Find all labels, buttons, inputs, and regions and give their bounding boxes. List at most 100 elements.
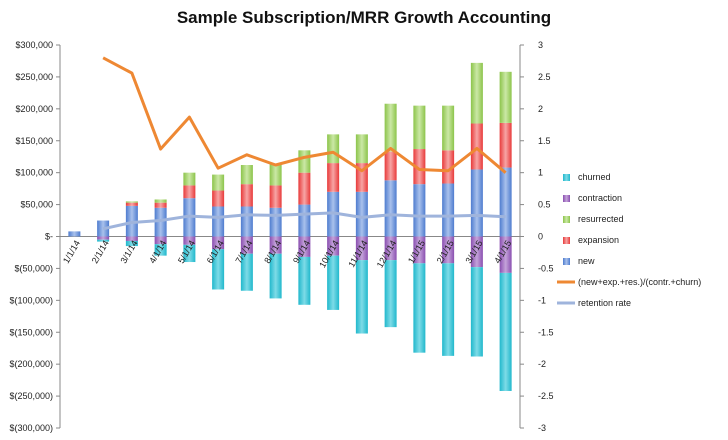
bar-churned (470, 267, 483, 357)
legend-label-retention-rate: retention rate (578, 298, 631, 308)
bar-resurrected (269, 164, 282, 186)
line-retention-rate (102, 211, 506, 231)
legend-label-new: new (578, 256, 595, 266)
bar-contraction (499, 236, 512, 273)
bar-new (212, 206, 225, 237)
legend: churned contraction resurrected expansion ne… (557, 172, 701, 308)
bar-contraction (154, 236, 167, 245)
left-tick-label: $(100,000) (9, 295, 53, 305)
bar-contraction (125, 236, 138, 241)
legend-label-new-exp-res-contr-churn: (new+exp.+res.)/(contr.+churn) (578, 277, 701, 287)
bar-resurrected (327, 134, 340, 164)
bar-new (442, 183, 455, 237)
bar-expansion (470, 123, 483, 170)
legend-swatch-new (563, 258, 570, 265)
bar-resurrected (355, 134, 368, 164)
bar-expansion (298, 172, 311, 205)
bar-churned (384, 260, 397, 328)
right-tick-label: 2.5 (538, 72, 551, 82)
right-tick-label: 1 (538, 168, 543, 178)
bar-resurrected (499, 71, 512, 123)
bar-resurrected (413, 105, 426, 150)
bar-churned (499, 272, 512, 391)
line-new-exp-res-contr-churn (102, 56, 507, 174)
bar-expansion (499, 122, 512, 168)
right-tick-label: -2.5 (538, 391, 554, 401)
legend-label-resurrected: resurrected (578, 214, 624, 224)
bar-churned (240, 253, 253, 291)
bar-contraction (355, 236, 368, 261)
left-tick-label: $250,000 (15, 72, 53, 82)
bar-expansion (442, 150, 455, 184)
right-tick-label: -1.5 (538, 327, 554, 337)
plot-area: $(300,000) $(250,000) $(200,000) $(150,000)… (9, 40, 553, 433)
bar-expansion (240, 184, 253, 207)
legend-swatch-expansion (563, 237, 570, 244)
legend-swatch-churned (563, 174, 570, 181)
bar-resurrected (154, 199, 167, 203)
bar-contraction (298, 236, 311, 257)
bar-resurrected (470, 62, 483, 124)
bar-churned (269, 253, 282, 299)
bar-expansion (125, 202, 138, 206)
bar-expansion (269, 185, 282, 208)
bar-resurrected (298, 150, 311, 173)
left-tick-label: $(250,000) (9, 391, 53, 401)
bar-contraction (269, 236, 282, 254)
bar-churned (298, 256, 311, 305)
bar-contraction (384, 236, 397, 261)
bar-new (384, 180, 397, 237)
bar-churned (413, 263, 426, 353)
right-tick-label: 1.5 (538, 136, 551, 146)
left-tick-label: $100,000 (15, 168, 53, 178)
bar-new (413, 184, 426, 237)
legend-swatch-resurrected (563, 216, 570, 223)
left-tick-label: $- (45, 232, 53, 242)
bar-expansion (413, 149, 426, 185)
right-tick-label: -2 (538, 359, 546, 369)
bar-resurrected (125, 201, 138, 203)
legend-label-contraction: contraction (578, 193, 622, 203)
legend-swatch-contraction (563, 195, 570, 202)
bar-churned (212, 249, 225, 290)
bar-contraction (97, 236, 110, 240)
bar-churned (355, 260, 368, 334)
chart-title: Sample Subscription/MRR Growth Accountin… (176, 8, 552, 27)
bar-expansion (327, 163, 340, 192)
left-tick-label: $(50,000) (14, 263, 53, 273)
bar-new (154, 207, 167, 237)
bar-new (298, 204, 311, 237)
bar-contraction (327, 236, 340, 256)
bar-resurrected (442, 105, 455, 151)
x-tick-label: 2/1/14 (90, 239, 111, 266)
bar-resurrected (212, 174, 225, 191)
right-tick-label: 2 (538, 104, 543, 114)
left-tick-label: $150,000 (15, 136, 53, 146)
right-tick-label: -1 (538, 295, 546, 305)
right-tick-label: 0 (538, 232, 543, 242)
left-tick-label: $(150,000) (9, 327, 53, 337)
bar-churned (442, 263, 455, 356)
left-tick-label: $300,000 (15, 40, 53, 50)
left-tick-label: $200,000 (15, 104, 53, 114)
bar-new (68, 231, 81, 237)
bar-new (470, 169, 483, 237)
bar-contraction (212, 236, 225, 250)
bar-churned (183, 244, 196, 263)
bar-contraction (183, 236, 196, 245)
bar-expansion (212, 190, 225, 207)
bar-new (240, 206, 253, 237)
legend-label-churned: churned (578, 172, 611, 182)
legend-label-expansion: expansion (578, 235, 619, 245)
bar-churned (125, 240, 138, 247)
bar-churned (97, 239, 110, 242)
bar-resurrected (183, 172, 196, 186)
right-tick-label: 0.5 (538, 200, 551, 210)
bar-resurrected (240, 165, 253, 185)
bar-expansion (384, 151, 397, 181)
bar-churned (327, 255, 340, 310)
bar-contraction (470, 236, 483, 268)
left-tick-label: $(300,000) (9, 423, 53, 433)
right-tick-label: -0.5 (538, 263, 554, 273)
